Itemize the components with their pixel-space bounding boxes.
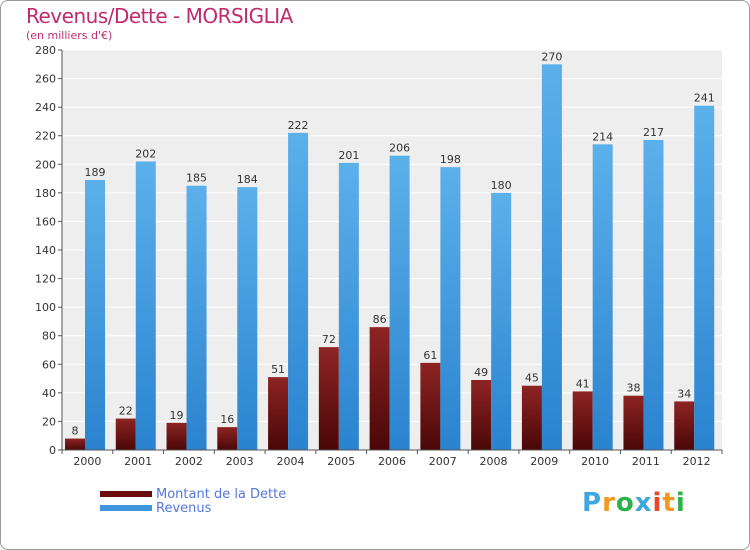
data-label-revenus: 184 <box>237 173 258 186</box>
logo-letter: i <box>652 488 663 518</box>
data-label-dette: 41 <box>576 377 590 390</box>
legend-item-dette: Montant de la Dette <box>100 486 286 502</box>
logo-letter: t <box>662 488 676 518</box>
bar-revenus <box>389 155 410 450</box>
x-tick-label: 2003 <box>226 455 254 468</box>
x-tick-label: 2010 <box>581 455 609 468</box>
data-label-dette: 34 <box>677 387 691 400</box>
bar-dette <box>572 391 593 450</box>
x-tick-label: 2009 <box>530 455 558 468</box>
x-tick-label: 2008 <box>480 455 508 468</box>
bar-dette <box>420 362 441 450</box>
bar-revenus <box>237 187 258 450</box>
data-label-dette: 49 <box>474 366 488 379</box>
y-tick-label: 0 <box>49 444 56 457</box>
chart-title: Revenus/Dette - MORSIGLIA <box>26 4 293 28</box>
x-tick-label: 2007 <box>429 455 457 468</box>
data-label-dette: 45 <box>525 372 539 385</box>
bar-revenus <box>541 64 562 451</box>
y-tick-label: 200 <box>35 158 56 171</box>
x-tick-label: 2004 <box>276 455 304 468</box>
logo-letter: i <box>675 488 686 518</box>
data-label-revenus: 202 <box>135 147 156 160</box>
y-tick-label: 100 <box>35 301 56 314</box>
y-tick-label: 20 <box>42 415 56 428</box>
bar-revenus <box>135 161 156 450</box>
bar-revenus <box>643 140 664 450</box>
chart-subtitle: (en milliers d'€) <box>26 29 113 42</box>
bar-revenus <box>85 180 105 450</box>
x-tick-label: 2012 <box>683 455 711 468</box>
y-tick-label: 180 <box>35 187 56 200</box>
proxiti-logo: Proxiti <box>582 488 686 518</box>
bar-dette <box>65 438 85 450</box>
data-label-dette: 19 <box>170 409 184 422</box>
logo-letter: P <box>582 488 603 518</box>
bar-revenus <box>491 192 512 450</box>
y-tick-label: 260 <box>35 73 56 86</box>
data-label-dette: 86 <box>373 313 387 326</box>
bar-dette <box>471 380 492 450</box>
y-tick-label: 240 <box>35 101 56 114</box>
x-tick-label: 2005 <box>327 455 355 468</box>
data-label-dette: 38 <box>626 382 640 395</box>
legend-label-revenus: Revenus <box>156 500 212 516</box>
bar-dette <box>369 327 390 450</box>
x-tick-label: 2001 <box>124 455 152 468</box>
bar-revenus <box>592 144 613 451</box>
bar-dette <box>674 401 695 450</box>
y-tick-label: 140 <box>35 244 56 257</box>
data-label-revenus: 189 <box>85 166 106 179</box>
legend-swatch-dette <box>100 491 152 497</box>
data-label-dette: 72 <box>322 333 336 346</box>
bar-dette <box>318 347 339 450</box>
bar-dette <box>521 385 542 450</box>
data-label-dette: 16 <box>220 413 234 426</box>
y-tick-label: 40 <box>42 387 56 400</box>
bar-revenus <box>694 105 715 450</box>
data-label-dette: 61 <box>423 349 437 362</box>
y-tick-label: 80 <box>42 330 56 343</box>
data-label-revenus: 214 <box>592 130 613 143</box>
logo-letter: o <box>615 488 635 518</box>
data-label-dette: 51 <box>271 363 285 376</box>
bar-dette <box>268 377 289 450</box>
data-label-revenus: 241 <box>694 92 715 105</box>
bar-dette <box>217 427 238 450</box>
data-label-revenus: 185 <box>186 172 207 185</box>
logo-letter: x <box>634 488 653 518</box>
bar-dette <box>166 422 187 450</box>
data-label-revenus: 222 <box>288 119 309 132</box>
data-label-revenus: 198 <box>440 153 461 166</box>
logo-letter: r <box>602 488 616 518</box>
x-tick-label: 2002 <box>175 455 203 468</box>
data-label-revenus: 206 <box>389 142 410 155</box>
y-tick-label: 160 <box>35 215 56 228</box>
bar-revenus <box>288 132 309 450</box>
bar-dette <box>115 418 136 450</box>
data-label-revenus: 270 <box>541 50 562 63</box>
legend-swatch-revenus <box>100 505 152 511</box>
bar-revenus <box>186 185 207 450</box>
data-label-revenus: 180 <box>491 179 512 192</box>
bar-revenus <box>338 162 359 450</box>
bar-dette <box>623 395 644 450</box>
y-tick-label: 280 <box>35 44 56 57</box>
data-label-revenus: 217 <box>643 126 664 139</box>
x-tick-label: 2000 <box>73 455 101 468</box>
y-tick-label: 220 <box>35 130 56 143</box>
legend-item-revenus: Revenus <box>100 500 211 516</box>
x-tick-label: 2011 <box>632 455 660 468</box>
legend-label-dette: Montant de la Dette <box>156 486 287 502</box>
data-label-dette: 22 <box>119 405 133 418</box>
bar-revenus <box>440 167 461 450</box>
x-tick-label: 2006 <box>378 455 406 468</box>
data-label-dette: 8 <box>72 425 79 438</box>
data-label-revenus: 201 <box>338 149 359 162</box>
y-tick-label: 120 <box>35 273 56 286</box>
y-tick-label: 60 <box>42 358 56 371</box>
